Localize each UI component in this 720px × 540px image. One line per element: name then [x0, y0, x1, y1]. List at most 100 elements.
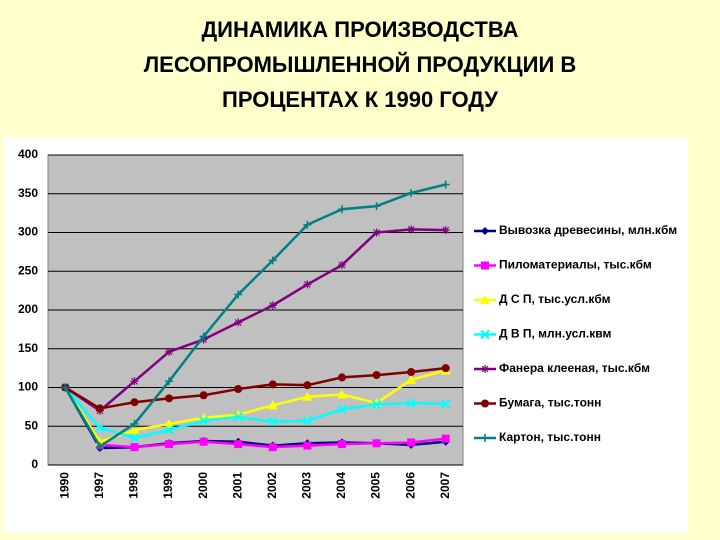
series-line — [64, 228, 446, 413]
data-point — [268, 380, 277, 389]
data-point — [129, 425, 140, 435]
data-point — [406, 374, 417, 384]
data-point — [441, 180, 450, 189]
data-point — [268, 256, 277, 265]
data-point — [164, 425, 174, 435]
data-point — [407, 188, 416, 197]
data-point — [95, 423, 105, 433]
data-point — [406, 398, 416, 408]
data-point — [372, 202, 381, 211]
data-point — [234, 440, 243, 449]
data-point — [165, 377, 174, 386]
chart-title: ДИНАМИКА ПРОИЗВОДСТВА — [201, 17, 518, 42]
series-line — [64, 366, 446, 410]
data-point — [337, 261, 346, 270]
data-point — [337, 440, 346, 449]
data-point — [407, 438, 416, 447]
data-point — [372, 228, 381, 237]
data-point — [372, 439, 381, 448]
chart-title: ПРОЦЕНТАХ К 1990 ГОДУ — [222, 87, 498, 112]
data-point — [302, 391, 313, 401]
data-point — [165, 440, 174, 449]
data-point — [234, 318, 243, 327]
y-tick-label: 350 — [18, 186, 38, 200]
legend-marker — [481, 399, 489, 408]
data-point — [407, 368, 416, 376]
y-tick-label: 150 — [18, 341, 38, 355]
data-point — [130, 443, 139, 452]
y-tick-label: 400 — [18, 147, 38, 161]
legend-label: Вывозка древесины, млн.кбм — [499, 223, 677, 237]
data-point — [233, 412, 243, 422]
data-point — [336, 389, 347, 399]
x-tick-label: 2006 — [403, 472, 417, 499]
data-point — [268, 301, 277, 310]
data-point — [268, 416, 278, 427]
data-point — [234, 385, 243, 394]
data-point — [164, 418, 175, 428]
legend-label: Д В П, млн.усл.квм — [499, 327, 611, 341]
data-point — [199, 437, 208, 446]
data-point — [441, 226, 450, 235]
data-point — [198, 416, 209, 426]
legend-label: Картон, тыс.тонн — [499, 430, 601, 444]
data-point — [441, 364, 450, 373]
legend-label: Д С П, тыс.усл.кбм — [499, 292, 611, 306]
data-point — [303, 441, 312, 450]
x-tick-label: 2003 — [300, 472, 314, 499]
data-point — [268, 443, 277, 452]
data-point — [303, 381, 312, 390]
y-tick-label: 250 — [18, 263, 38, 277]
legend-marker — [480, 295, 490, 304]
x-tick-label: 1999 — [161, 472, 175, 499]
x-tick-label: 2001 — [230, 472, 244, 499]
data-point — [95, 442, 104, 451]
x-tick-label: 2000 — [196, 472, 210, 499]
data-point — [130, 419, 139, 428]
y-tick-label: 300 — [18, 225, 38, 239]
y-tick-label: 100 — [18, 380, 38, 394]
legend-label: Бумага, тыс.тонн — [499, 396, 601, 410]
legend-label: Фанера клееная, тыс.кбм — [499, 361, 650, 375]
data-point — [234, 290, 243, 299]
series — [61, 383, 450, 452]
data-point — [130, 377, 139, 386]
data-point — [129, 433, 140, 443]
series — [61, 180, 450, 451]
legend-marker — [481, 365, 489, 373]
series — [61, 225, 450, 415]
y-tick-label: 0 — [31, 457, 38, 471]
data-point — [337, 205, 346, 214]
legend-marker — [481, 227, 489, 235]
x-tick-label: 2005 — [369, 472, 383, 499]
data-point — [337, 373, 346, 382]
chart-title: ЛЕСОПРОМЫШЛЕННОЙ ПРОДУКЦИИ В — [144, 52, 577, 77]
series-line — [64, 183, 447, 449]
x-tick-label: 1998 — [127, 472, 141, 499]
legend-label: Пиломатериалы, тыс.кбм — [499, 258, 652, 272]
data-point — [441, 434, 450, 443]
data-point — [61, 383, 70, 392]
legend-marker — [481, 434, 489, 442]
y-tick-label: 200 — [18, 302, 38, 316]
legend-marker — [480, 329, 490, 340]
legend-marker — [481, 261, 489, 270]
series-line — [64, 386, 446, 440]
data-point — [302, 416, 313, 426]
data-point — [267, 400, 278, 410]
data-point — [95, 404, 104, 413]
series-line — [64, 386, 446, 449]
x-tick-label: 1997 — [92, 472, 106, 499]
x-tick-label: 2004 — [334, 472, 348, 499]
data-point — [303, 220, 312, 229]
data-point — [199, 332, 208, 341]
series-line — [64, 369, 447, 444]
data-point — [130, 398, 139, 407]
x-tick-label: 1990 — [57, 472, 71, 499]
x-tick-label: 2007 — [438, 472, 452, 499]
data-point — [407, 225, 416, 234]
data-point — [199, 391, 208, 400]
x-tick-label: 2002 — [265, 472, 279, 499]
